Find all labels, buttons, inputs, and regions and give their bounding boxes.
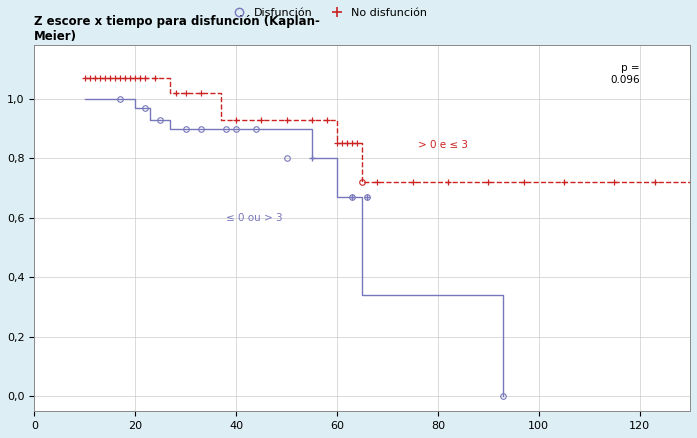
Text: ≤ 0 ou > 3: ≤ 0 ou > 3 <box>226 213 282 223</box>
Text: p =
0.096: p = 0.096 <box>610 63 640 85</box>
Text: > 0 e ≤ 3: > 0 e ≤ 3 <box>418 140 468 150</box>
Legend: Disfunción, No disfunción: Disfunción, No disfunción <box>224 3 431 22</box>
Text: Z escore x tiempo para disfunción (Kaplan-
Meier): Z escore x tiempo para disfunción (Kapla… <box>34 15 320 42</box>
